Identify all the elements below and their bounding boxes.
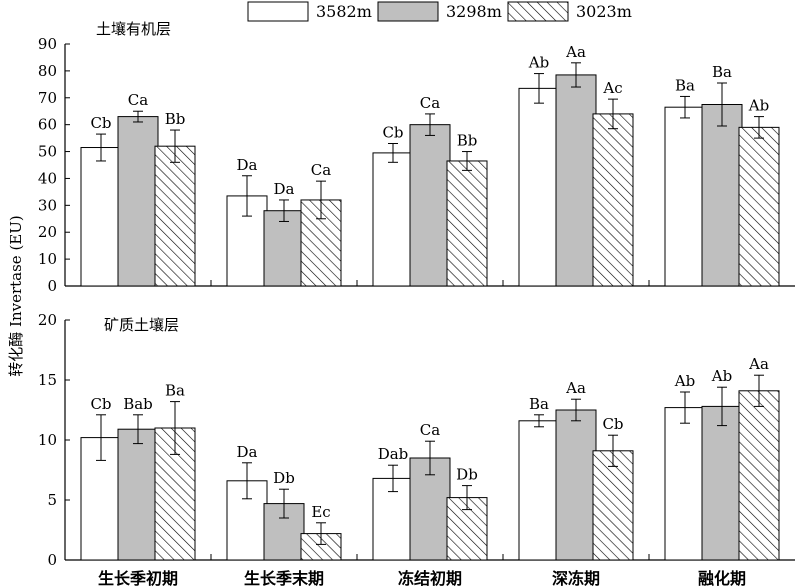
bar: [117, 116, 159, 287]
data-label: Ec: [311, 503, 330, 521]
bar: [555, 409, 597, 561]
x-category-label: 生长季初期: [98, 569, 178, 587]
bar: [664, 106, 706, 287]
data-label: Cb: [382, 123, 403, 141]
bar: [117, 428, 159, 561]
y-tick-label: 10: [38, 250, 57, 268]
data-label: Aa: [565, 379, 586, 397]
bar: [518, 87, 560, 287]
data-label: Ab: [711, 367, 732, 385]
y-tick-label: 30: [38, 196, 57, 214]
y-tick-label: 0: [47, 551, 57, 569]
bar: [738, 126, 780, 287]
bar: [555, 74, 597, 287]
bar: [372, 152, 414, 287]
y-tick-label: 70: [38, 89, 57, 107]
legend: 3582m 3298m 3023m: [247, 1, 632, 22]
y-tick-label: 90: [38, 35, 57, 53]
bar: [154, 145, 196, 287]
x-category-label: 生长季末期: [244, 569, 324, 587]
data-label: Db: [456, 466, 478, 484]
data-label: Ca: [420, 94, 440, 112]
y-tick-label: 80: [38, 62, 57, 80]
bar: [80, 147, 122, 287]
y-tick-label: 10: [38, 431, 57, 449]
data-label: Ba: [529, 395, 549, 413]
legend-label-3582m: 3582m: [316, 2, 372, 21]
bar: [592, 450, 634, 561]
y-tick-label: 40: [38, 169, 57, 187]
data-label: Bb: [457, 132, 478, 150]
data-label: Ca: [128, 91, 148, 109]
x-category-label: 冻结初期: [398, 569, 462, 587]
data-label: Cb: [602, 415, 623, 433]
bar: [738, 390, 780, 561]
y-tick-label: 60: [38, 116, 57, 134]
data-label: Ab: [748, 97, 769, 115]
bar: [592, 113, 634, 287]
plot-layer: 0102030405060708090CbDaCbAbBaCaDaCaAaBaB…: [38, 35, 795, 587]
panel-title-organic: 土壤有机层: [96, 20, 171, 38]
y-tick-label: 15: [38, 371, 57, 389]
x-category-label: 融化期: [698, 569, 746, 587]
data-label: Ca: [311, 161, 331, 179]
bar: [263, 210, 305, 287]
y-tick-label: 20: [38, 223, 57, 241]
y-tick-label: 0: [47, 277, 57, 295]
panel-title-mineral: 矿质土壤层: [104, 316, 179, 334]
data-label: Da: [237, 443, 258, 461]
data-label: Aa: [565, 43, 586, 61]
data-label: Bab: [123, 395, 153, 413]
data-label: Cb: [90, 114, 111, 132]
data-label: Ab: [674, 372, 695, 390]
y-tick-label: 5: [47, 491, 57, 509]
y-axis-label: 转化酶 Invertase (EU): [7, 215, 25, 377]
legend-label-3023m: 3023m: [576, 2, 632, 21]
legend-label-3298m: 3298m: [446, 2, 502, 21]
legend-swatch-3582m: [247, 1, 309, 22]
data-label: Db: [273, 469, 295, 487]
bar: [701, 104, 743, 287]
legend-swatch-3298m: [377, 1, 439, 22]
data-label: Ac: [602, 79, 622, 97]
data-label: Da: [237, 156, 258, 174]
data-label: Bb: [165, 110, 186, 128]
bar: [409, 124, 451, 287]
data-label: Aa: [748, 355, 769, 373]
bar: [446, 160, 488, 287]
data-label: Da: [274, 180, 295, 198]
y-tick-label: 20: [38, 311, 57, 329]
bar: [701, 405, 743, 561]
legend-swatch-3023m: [507, 1, 569, 22]
data-label: Ab: [528, 54, 549, 72]
bar: [518, 420, 560, 561]
data-label: Ba: [165, 382, 185, 400]
x-category-label: 深冻期: [552, 569, 600, 587]
y-tick-label: 50: [38, 143, 57, 161]
bar: [664, 407, 706, 561]
data-label: Cb: [90, 395, 111, 413]
data-label: Dab: [378, 445, 409, 463]
data-label: Ca: [420, 421, 440, 439]
data-label: Ba: [712, 63, 732, 81]
data-label: Ba: [675, 76, 695, 94]
